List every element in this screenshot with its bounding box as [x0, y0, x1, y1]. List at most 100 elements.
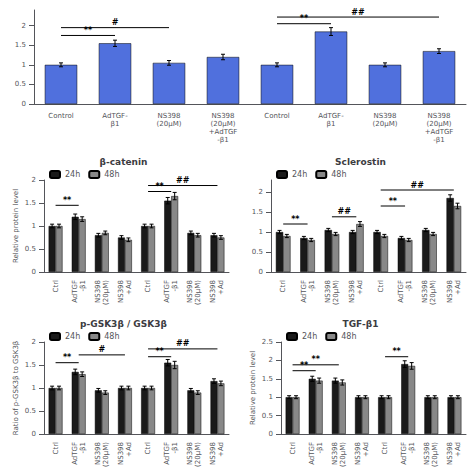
svg-text:Ctrl: Ctrl [144, 280, 152, 293]
svg-text:AdTGF: AdTGF [71, 442, 79, 465]
svg-text:β1: β1 [111, 120, 120, 128]
svg-text:NS398: NS398 [211, 112, 234, 120]
svg-text:AdTGF: AdTGF [400, 442, 408, 465]
svg-text:2: 2 [22, 22, 26, 30]
svg-text:#: # [98, 345, 105, 354]
svg-text:##: ## [176, 339, 190, 348]
svg-text:1.5: 1.5 [15, 41, 26, 49]
svg-text:Relative protein level: Relative protein level [249, 351, 257, 425]
svg-text:0.5: 0.5 [25, 245, 36, 253]
svg-text:NS398: NS398 [157, 112, 180, 120]
svg-text:Ratio of p-GSK3β to GSK3β: Ratio of p-GSK3β to GSK3β [12, 341, 20, 436]
svg-text:48h: 48h [331, 170, 346, 179]
svg-text:NS398: NS398 [427, 112, 450, 120]
svg-text:(20μM): (20μM) [194, 442, 202, 467]
svg-text:Ctrl: Ctrl [381, 442, 389, 455]
svg-text:AdTGF: AdTGF [163, 280, 171, 303]
svg-text:NS398: NS398 [209, 280, 217, 303]
svg-text:Ctrl: Ctrl [52, 442, 60, 455]
svg-text:1.5: 1.5 [252, 208, 263, 216]
svg-text:+Ad: +Ad [217, 280, 225, 295]
svg-text:(20μM): (20μM) [194, 280, 202, 305]
svg-text:NS398: NS398 [354, 442, 362, 465]
svg-text:48h: 48h [341, 332, 356, 341]
svg-text:AdTGF-: AdTGF- [318, 112, 344, 120]
svg-text:0: 0 [269, 430, 273, 438]
svg-text:β1: β1 [327, 120, 336, 128]
svg-text:Relative protein level: Relative protein level [12, 189, 20, 263]
svg-text:0.5: 0.5 [15, 80, 26, 88]
svg-text:AdTGF-: AdTGF- [102, 112, 128, 120]
svg-text:(20μM): (20μM) [332, 280, 340, 305]
svg-text:(20μM): (20μM) [157, 120, 182, 128]
svg-text:2: 2 [32, 176, 36, 184]
svg-text:24h: 24h [65, 332, 80, 341]
svg-text:NS398: NS398 [186, 442, 194, 465]
svg-text:1: 1 [22, 61, 26, 69]
svg-text:0: 0 [22, 100, 26, 108]
svg-text:48h: 48h [104, 170, 119, 179]
svg-text:0.5: 0.5 [252, 248, 263, 256]
svg-text:NS398: NS398 [446, 442, 454, 465]
svg-text:NS398: NS398 [94, 280, 102, 303]
svg-text:2: 2 [269, 356, 273, 364]
svg-text:-β1: -β1 [405, 280, 413, 291]
svg-text:-β1: -β1 [217, 136, 228, 144]
svg-text:+AdTGF: +AdTGF [425, 128, 454, 136]
svg-text:+Ad: +Ad [356, 280, 364, 295]
svg-text:+Ad: +Ad [454, 442, 462, 457]
svg-text:TGF-β1: TGF-β1 [343, 319, 379, 329]
svg-text:NS398: NS398 [117, 280, 125, 303]
svg-text:(20μM): (20μM) [339, 442, 347, 467]
svg-text:-β1: -β1 [79, 280, 87, 291]
svg-text:β-catenin: β-catenin [100, 157, 148, 167]
svg-text:Sclerostin: Sclerostin [335, 157, 386, 167]
svg-text:**: ** [300, 361, 309, 370]
svg-text:##: ## [176, 176, 190, 185]
svg-text:24h: 24h [65, 170, 80, 179]
svg-text:##: ## [351, 8, 365, 17]
svg-text:-β1: -β1 [408, 442, 416, 453]
svg-text:Ctrl: Ctrl [289, 442, 297, 455]
svg-text:+AdTGF: +AdTGF [209, 128, 238, 136]
svg-text:NS398: NS398 [186, 280, 194, 303]
svg-text:0.5: 0.5 [25, 407, 36, 415]
svg-text:NS398: NS398 [348, 280, 356, 303]
svg-text:AdTGF: AdTGF [300, 280, 308, 303]
svg-text:Control: Control [264, 112, 289, 120]
svg-text:##: ## [411, 181, 425, 190]
svg-text:**: ** [389, 197, 398, 206]
svg-text:2.5: 2.5 [262, 338, 273, 346]
svg-text:**: ** [63, 353, 72, 362]
svg-text:(20μM): (20μM) [102, 280, 110, 305]
svg-text:1: 1 [32, 222, 36, 230]
svg-text:Ctrl: Ctrl [144, 442, 152, 455]
svg-text:1.5: 1.5 [25, 361, 36, 369]
svg-text:-β1: -β1 [308, 280, 316, 291]
svg-text:AdTGF: AdTGF [163, 442, 171, 465]
svg-text:**: ** [300, 14, 309, 23]
svg-text:24h: 24h [302, 332, 317, 341]
svg-text:NS398: NS398 [94, 442, 102, 465]
svg-text:48h: 48h [104, 332, 119, 341]
svg-text:NS398: NS398 [324, 280, 332, 303]
svg-text:-β1: -β1 [79, 442, 87, 453]
svg-text:(20μM): (20μM) [373, 120, 398, 128]
svg-text:Control: Control [48, 112, 73, 120]
svg-text:NS398: NS398 [331, 442, 339, 465]
svg-text:0: 0 [32, 430, 36, 438]
svg-text:NS398: NS398 [117, 442, 125, 465]
svg-text:+Ad: +Ad [362, 442, 370, 457]
svg-text:+Ad: +Ad [217, 442, 225, 457]
svg-text:-β1: -β1 [433, 136, 444, 144]
svg-text:**: ** [155, 182, 164, 191]
svg-text:-β1: -β1 [171, 280, 179, 291]
svg-text:2: 2 [259, 188, 263, 196]
svg-text:1: 1 [269, 393, 273, 401]
svg-text:-β1: -β1 [316, 442, 324, 453]
svg-text:NS398: NS398 [209, 442, 217, 465]
svg-text:**: ** [392, 347, 401, 356]
svg-text:0.5: 0.5 [262, 412, 273, 420]
svg-text:**: ** [312, 355, 321, 364]
svg-text:(20μM): (20μM) [431, 442, 439, 467]
